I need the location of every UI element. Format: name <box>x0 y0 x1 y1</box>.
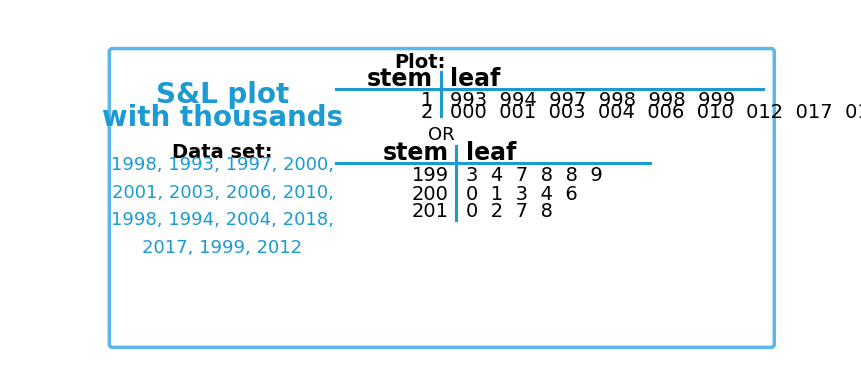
Text: stem: stem <box>367 67 433 91</box>
Text: 200: 200 <box>412 185 449 204</box>
Text: 1: 1 <box>420 91 433 111</box>
Text: 993  994  997  998  998  999: 993 994 997 998 998 999 <box>449 91 734 111</box>
Text: 199: 199 <box>412 166 449 185</box>
Text: 2: 2 <box>420 103 433 122</box>
Text: with thousands: with thousands <box>102 104 343 132</box>
Text: 0  2  7  8: 0 2 7 8 <box>465 202 552 221</box>
Text: 000  001  003  004  006  010  012  017  018: 000 001 003 004 006 010 012 017 018 <box>449 103 861 122</box>
Text: leaf: leaf <box>465 140 516 165</box>
Text: S&L plot: S&L plot <box>156 81 288 109</box>
Text: 3  4  7  8  8  9: 3 4 7 8 8 9 <box>465 166 602 185</box>
Text: stem: stem <box>382 140 449 165</box>
Text: Plot:: Plot: <box>394 53 445 72</box>
FancyBboxPatch shape <box>109 49 773 347</box>
Text: leaf: leaf <box>449 67 500 91</box>
Text: 201: 201 <box>412 202 449 221</box>
Text: 1998, 1993, 1997, 2000,
2001, 2003, 2006, 2010,
1998, 1994, 2004, 2018,
2017, 19: 1998, 1993, 1997, 2000, 2001, 2003, 2006… <box>111 156 333 257</box>
Text: Data set:: Data set: <box>172 143 272 162</box>
Text: OR: OR <box>427 126 454 144</box>
Text: 0  1  3  4  6: 0 1 3 4 6 <box>465 185 577 204</box>
